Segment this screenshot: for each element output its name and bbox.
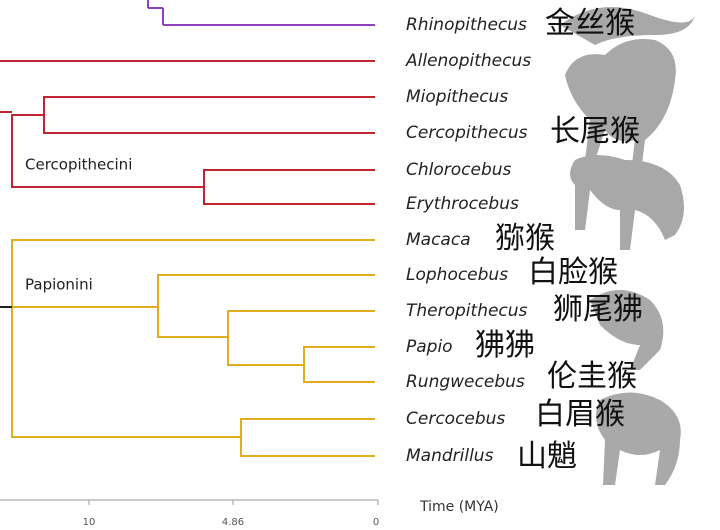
common-name: 伦圭猴 (547, 360, 637, 393)
tick-label: 0 (373, 517, 379, 528)
tick-label: 10 (83, 517, 96, 528)
common-name: 白脸猴 (528, 256, 618, 289)
common-name: 狒狒 (475, 329, 535, 362)
tip-labels: Rhinopithecus 金丝猴 Allenopithecus Miopithecu… (405, 7, 643, 473)
genus-label: Miopithecus (406, 87, 508, 107)
branches-cercopithecini (0, 60, 375, 205)
genus-label: Allenopithecus (405, 51, 531, 71)
branches-colobinae (147, 0, 375, 26)
genus-label: Theropithecus (406, 301, 528, 321)
clade-label: Cercopithecini (25, 156, 132, 174)
genus-label: Mandrillus (406, 446, 494, 466)
common-name: 猕猴 (495, 222, 555, 255)
genus-label: Cercopithecus (406, 123, 528, 143)
common-name: 长尾猴 (550, 115, 640, 148)
genus-label: Chlorocebus (406, 160, 512, 180)
axis-title: Time (MYA) (419, 499, 499, 515)
tick-label: 4.86 (222, 517, 244, 528)
common-name: 狮尾狒 (553, 293, 643, 326)
genus-label: Rungwecebus (406, 372, 525, 392)
common-name: 白眉猴 (535, 398, 625, 431)
common-name: 金丝猴 (545, 7, 635, 40)
genus-label: Lophocebus (406, 265, 508, 285)
clade-label: Papionini (25, 276, 93, 294)
genus-label: Macaca (406, 230, 471, 250)
genus-label: Papio (406, 337, 453, 357)
genus-label: Erythrocebus (406, 194, 519, 214)
common-name: 山魈 (517, 440, 577, 473)
monkey-silhouettes (560, 7, 695, 485)
genus-label: Cercocebus (406, 409, 505, 429)
branches-papionini (11, 239, 375, 457)
genus-label: Rhinopithecus (406, 15, 527, 35)
